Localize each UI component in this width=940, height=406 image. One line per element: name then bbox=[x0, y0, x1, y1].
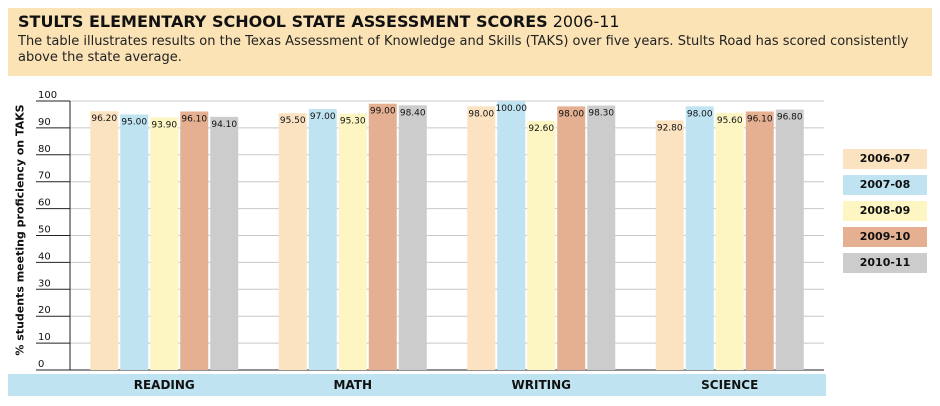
data-label: 93.90 bbox=[151, 120, 177, 130]
data-label: 92.80 bbox=[657, 123, 683, 133]
y-tick-label: 50 bbox=[38, 225, 51, 236]
data-label: 95.00 bbox=[121, 117, 147, 127]
y-tick-label: 80 bbox=[38, 144, 51, 155]
data-label: 98.00 bbox=[558, 109, 584, 119]
legend-item: 2008-09 bbox=[843, 201, 927, 221]
x-category-label: SCIENCE bbox=[701, 378, 758, 392]
data-label: 99.00 bbox=[370, 107, 396, 117]
bar bbox=[467, 106, 496, 370]
x-category-label: READING bbox=[134, 378, 195, 392]
x-axis-band bbox=[8, 374, 826, 396]
chart-subtitle: The table illustrates results on the Tex… bbox=[18, 34, 909, 65]
bar bbox=[527, 120, 556, 370]
data-label: 94.10 bbox=[211, 120, 237, 130]
y-tick-label: 20 bbox=[38, 305, 51, 316]
y-tick-label: 30 bbox=[38, 278, 51, 289]
data-label: 98.00 bbox=[687, 109, 713, 119]
legend-item: 2010-11 bbox=[843, 253, 927, 273]
chart-title-main: STULTS ELEMENTARY SCHOOL STATE ASSESSMEN… bbox=[18, 12, 548, 31]
legend-item: 2006-07 bbox=[843, 149, 927, 169]
data-label: 95.50 bbox=[280, 116, 306, 126]
bar bbox=[308, 109, 337, 370]
bar bbox=[745, 111, 774, 370]
bar bbox=[398, 105, 427, 370]
bar bbox=[775, 109, 804, 370]
data-label: 95.60 bbox=[717, 116, 743, 126]
data-label: 98.00 bbox=[468, 109, 494, 119]
data-label: 96.20 bbox=[91, 114, 117, 124]
bar bbox=[685, 106, 714, 370]
chart-title: STULTS ELEMENTARY SCHOOL STATE ASSESSMEN… bbox=[18, 12, 922, 32]
data-label: 98.30 bbox=[588, 109, 614, 119]
data-label: 92.60 bbox=[528, 124, 554, 134]
bar bbox=[150, 117, 179, 370]
legend-item: 2007-08 bbox=[843, 175, 927, 195]
chart-header: STULTS ELEMENTARY SCHOOL STATE ASSESSMEN… bbox=[8, 8, 932, 76]
bar bbox=[120, 114, 149, 370]
bar bbox=[210, 116, 239, 370]
bar bbox=[368, 103, 397, 370]
data-label: 96.10 bbox=[181, 114, 207, 124]
x-category-label: WRITING bbox=[512, 378, 571, 392]
y-tick-label: 70 bbox=[38, 171, 51, 182]
legend-item: 2009-10 bbox=[843, 227, 927, 247]
bar bbox=[278, 113, 307, 370]
y-tick-label: 90 bbox=[38, 117, 51, 128]
chart-title-years: 2006-11 bbox=[552, 12, 620, 31]
bar bbox=[557, 106, 586, 370]
bar bbox=[655, 120, 684, 370]
bar bbox=[715, 112, 744, 370]
data-label: 97.00 bbox=[310, 112, 336, 122]
bar bbox=[90, 111, 119, 371]
bar bbox=[587, 105, 616, 370]
data-label: 96.80 bbox=[777, 113, 803, 123]
x-category-label: MATH bbox=[333, 378, 372, 392]
legend: 2006-07 2007-08 2008-09 2009-10 2010-11 bbox=[843, 149, 927, 279]
bar bbox=[180, 111, 209, 370]
data-label: 98.40 bbox=[400, 108, 426, 118]
data-label: 96.10 bbox=[747, 114, 773, 124]
data-label: 95.30 bbox=[340, 117, 366, 127]
y-tick-label: 40 bbox=[38, 251, 51, 262]
y-tick-label: 100 bbox=[38, 90, 57, 101]
data-label: 100.00 bbox=[496, 104, 528, 114]
y-tick-label: 0 bbox=[38, 359, 44, 370]
bar bbox=[497, 101, 526, 370]
y-tick-label: 60 bbox=[38, 198, 51, 209]
bar bbox=[338, 113, 367, 370]
y-tick-label: 10 bbox=[38, 332, 51, 343]
